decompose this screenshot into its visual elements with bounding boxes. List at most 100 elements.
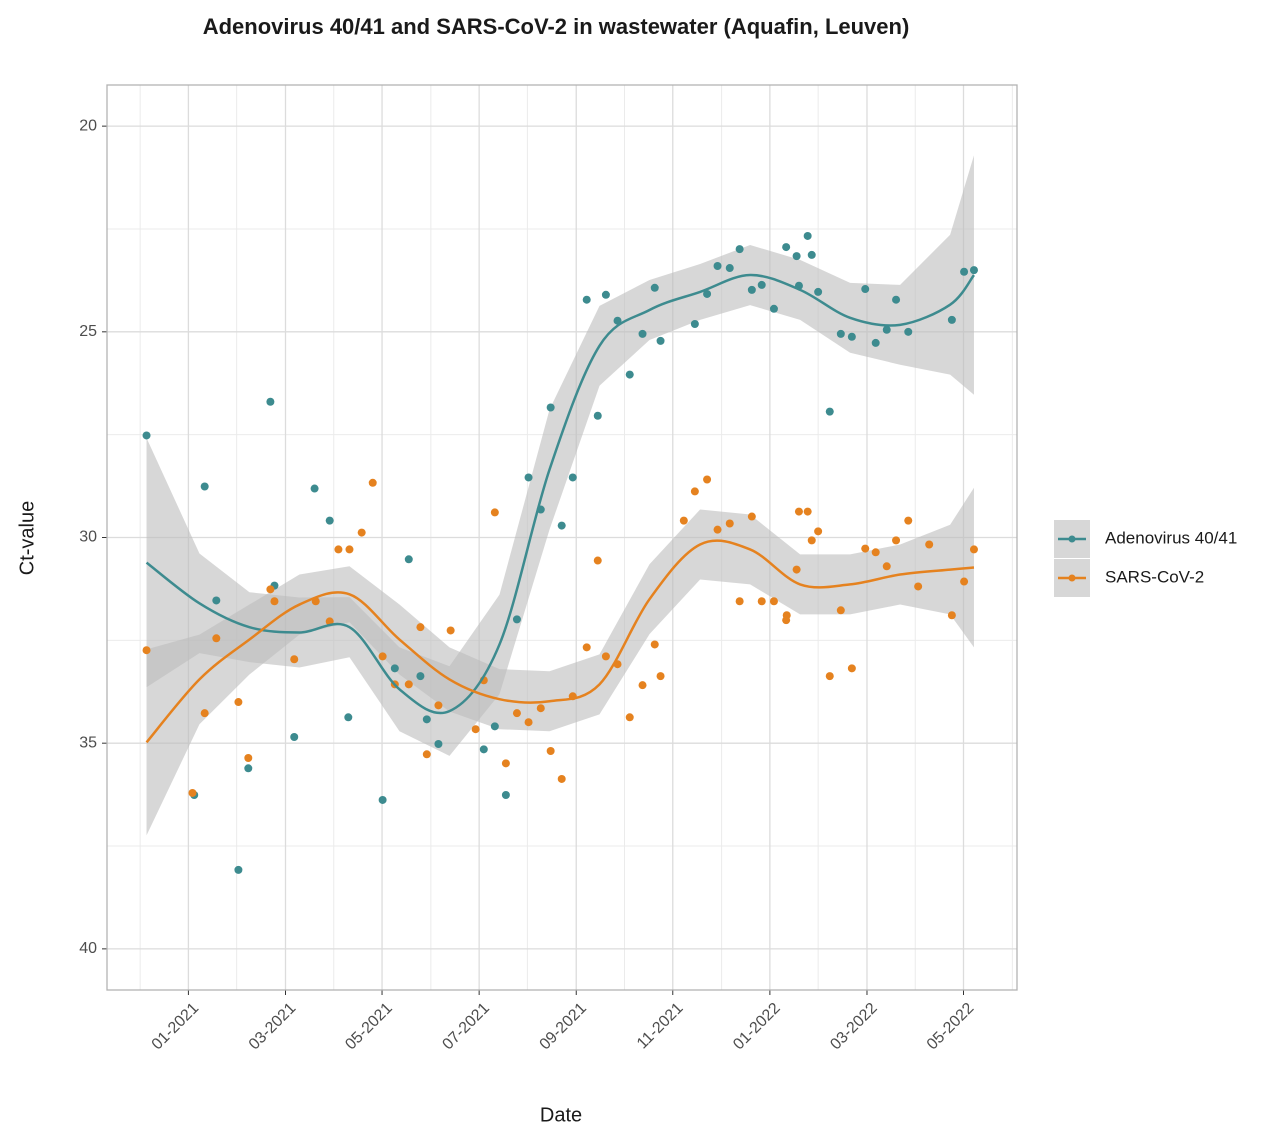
confidence-band [146, 487, 974, 836]
data-point [270, 597, 279, 606]
data-point [416, 672, 425, 681]
x-axis-title: Date [540, 1104, 582, 1126]
data-point [814, 527, 823, 536]
data-point [969, 545, 978, 554]
y-tick-label: 35 [79, 734, 97, 751]
data-point [782, 611, 791, 620]
data-point [613, 316, 622, 325]
y-tick-label: 40 [79, 940, 97, 957]
data-point [969, 266, 978, 275]
data-point [582, 643, 591, 652]
data-point [310, 484, 319, 493]
data-point [625, 713, 634, 722]
data-point [501, 791, 510, 800]
data-point [357, 528, 366, 537]
data-point [512, 709, 521, 718]
data-point [792, 565, 801, 574]
data-point [882, 325, 891, 334]
data-point [479, 745, 488, 754]
data-point [713, 525, 722, 534]
data-point [769, 597, 778, 606]
data-point [557, 774, 566, 783]
x-tick-label: 11-2021 [634, 1000, 687, 1053]
data-point [390, 664, 399, 673]
data-point [625, 370, 634, 379]
data-point [914, 582, 923, 591]
data-point [378, 795, 387, 804]
data-point [836, 606, 845, 615]
data-point [212, 596, 221, 605]
data-point [344, 713, 353, 722]
data-point [703, 289, 712, 298]
legend-dot [1068, 574, 1076, 582]
legend-dot [1068, 535, 1076, 543]
data-point [960, 577, 969, 586]
data-point [679, 516, 688, 525]
data-point [757, 597, 766, 606]
data-point [546, 746, 555, 755]
data-point [807, 536, 816, 545]
data-point [404, 680, 413, 689]
data-point [825, 672, 834, 681]
data-point [212, 634, 221, 643]
data-point [244, 753, 253, 762]
data-point [794, 507, 803, 516]
data-point [404, 555, 413, 564]
y-tick-label: 25 [79, 323, 97, 340]
x-tick-label: 03-2021 [246, 1000, 300, 1054]
x-tick-label: 09-2021 [537, 1000, 591, 1054]
data-point [601, 290, 610, 299]
x-tick-label: 01-2022 [730, 1000, 784, 1054]
data-point [557, 521, 566, 530]
data-point [638, 329, 647, 338]
data-point [290, 733, 299, 742]
data-point [490, 508, 499, 517]
data-point [524, 473, 533, 482]
data-point [536, 704, 545, 713]
data-point [703, 475, 712, 484]
data-point [434, 701, 443, 710]
data-point [334, 545, 343, 554]
data-point [656, 336, 665, 345]
data-point [725, 264, 734, 273]
plot-border [106, 84, 1018, 991]
data-point [735, 245, 744, 254]
data-point [782, 243, 791, 252]
data-point [725, 519, 734, 528]
data-point [490, 722, 499, 731]
legend-label: Adenovirus 40/41 [1105, 528, 1237, 547]
data-point [747, 512, 756, 521]
data-point [593, 411, 602, 420]
data-point [416, 623, 425, 632]
data-point [142, 646, 151, 655]
data-point [861, 285, 870, 294]
y-axis-title: Ct-value [16, 501, 38, 575]
data-point [446, 626, 455, 635]
y-tick-label: 30 [79, 529, 97, 546]
chart-title: Adenovirus 40/41 and SARS-CoV-2 in waste… [203, 14, 910, 39]
data-point [593, 556, 602, 565]
data-point [690, 320, 699, 329]
data-point [904, 327, 913, 336]
data-point [582, 295, 591, 304]
data-point [266, 585, 275, 594]
smooth-line [145, 273, 975, 715]
data-point [871, 338, 880, 347]
legend-label: SARS-CoV-2 [1105, 567, 1204, 586]
data-point [434, 740, 443, 749]
x-tick-label: 07-2021 [439, 1000, 493, 1054]
data-point [656, 672, 665, 681]
x-tick-label: 01-2021 [149, 1000, 203, 1054]
data-point [244, 764, 253, 773]
data-point [290, 655, 299, 664]
data-point [803, 231, 812, 240]
data-point [234, 865, 243, 874]
data-point [650, 283, 659, 292]
data-point [892, 295, 901, 304]
data-point [757, 280, 766, 289]
x-tick-label: 05-2021 [342, 1000, 396, 1054]
data-point [546, 403, 555, 412]
data-point [188, 788, 197, 797]
data-point [814, 287, 823, 296]
